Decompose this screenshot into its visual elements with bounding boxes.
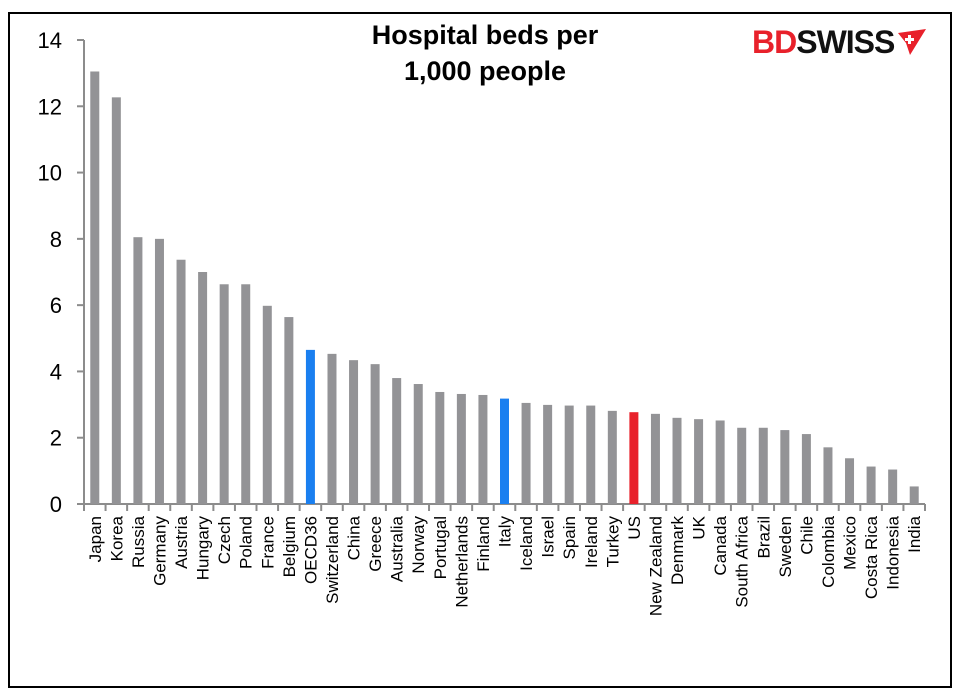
x-tick-label: India — [905, 515, 924, 552]
bar-china — [349, 360, 359, 504]
logo-text-bd: BD — [752, 23, 797, 60]
bar-hungary — [198, 272, 208, 504]
bar-japan — [90, 71, 100, 504]
x-tick-label: Colombia — [819, 515, 838, 587]
bar-russia — [133, 237, 143, 504]
bar-belgium — [284, 317, 294, 504]
x-tick-labels: Japan Korea Russia Germany Austria Hungary Cze… — [86, 515, 924, 616]
x-tick-label: Spain — [560, 516, 579, 559]
bars — [90, 71, 919, 504]
x-tick-label: Switzerland — [323, 516, 342, 604]
bar-uk — [694, 419, 704, 504]
chart-title-line-2: 1,000 people — [403, 56, 567, 86]
chart-title-line-1: Hospital beds per — [371, 20, 599, 50]
x-tick-label: Czech — [215, 516, 234, 564]
bar-greece — [370, 364, 380, 504]
bar-france — [262, 305, 272, 504]
x-tick-label: Chile — [797, 516, 816, 555]
x-tick-label: OECD36 — [301, 516, 320, 584]
bar-oecd36 — [305, 349, 315, 504]
x-tick-label: Mexico — [841, 516, 860, 570]
bar-portugal — [435, 391, 445, 504]
bar-colombia — [823, 447, 833, 504]
bar-iceland — [521, 402, 531, 504]
x-tick-label: Portugal — [431, 516, 450, 579]
y-tick-label: 6 — [50, 293, 62, 318]
bar-poland — [241, 284, 251, 504]
bar-netherlands — [456, 393, 466, 504]
bar-korea — [111, 97, 121, 504]
y-tick-label: 8 — [50, 227, 62, 252]
y-tick-label: 14 — [38, 28, 62, 53]
x-tick-label: Greece — [366, 516, 385, 572]
bar-chile — [801, 434, 811, 504]
x-tick-label: Ireland — [582, 516, 601, 568]
bar-costa-rica — [866, 466, 876, 504]
bar-spain — [564, 405, 574, 504]
bar-finland — [478, 394, 488, 504]
bar-sweden — [780, 430, 790, 504]
x-tick-label: Germany — [150, 516, 169, 586]
x-tick-label: Hungary — [194, 516, 213, 581]
x-tick-label: France — [258, 516, 277, 569]
x-tick-label: Norway — [409, 516, 428, 574]
bar-brazil — [758, 427, 768, 504]
bar-australia — [392, 378, 402, 504]
bar-turkey — [607, 410, 617, 504]
y-tick-label: 4 — [50, 359, 62, 384]
x-tick-label: Belgium — [280, 516, 299, 577]
x-tick-label: Australia — [388, 515, 407, 582]
bar-norway — [413, 384, 423, 504]
bar-israel — [543, 404, 553, 504]
bar-switzerland — [327, 353, 337, 504]
x-tick-label: China — [345, 515, 364, 560]
x-tick-label: Iceland — [517, 516, 536, 571]
x-tick-label: Korea — [107, 515, 126, 561]
x-tick-label: US — [625, 516, 644, 540]
bar-india — [909, 486, 919, 504]
x-tick-label: Netherlands — [452, 516, 471, 608]
x-tick-label: Austria — [172, 515, 191, 568]
swiss-cross-flag-icon — [898, 29, 927, 55]
bar-canada — [715, 420, 725, 504]
x-tick-label: Brazil — [754, 516, 773, 559]
bar-new-zealand — [650, 413, 660, 504]
x-tick-label: UK — [690, 515, 709, 539]
y-tick-label: 12 — [38, 94, 62, 119]
bar-mexico — [845, 458, 855, 504]
x-tick-label: Italy — [496, 516, 515, 548]
x-tick-label: Japan — [86, 516, 105, 562]
x-tick-label: New Zealand — [646, 516, 665, 616]
x-tick-label: Turkey — [603, 516, 622, 568]
y-tick-label: 0 — [50, 492, 62, 517]
x-tick-label: Indonesia — [884, 515, 903, 589]
y-tick-labels: 0 2 4 6 8 10 12 14 — [38, 28, 62, 517]
x-tick-label: South Africa — [733, 515, 752, 607]
x-tick-label: Sweden — [776, 516, 795, 577]
x-tick-label: Russia — [129, 515, 148, 568]
bar-austria — [176, 259, 186, 504]
bdswiss-logo: BD SWISS — [752, 22, 927, 62]
bar-south-africa — [737, 427, 747, 504]
x-tick-label: Denmark — [668, 516, 687, 585]
bar-czech — [219, 284, 229, 504]
bar-ireland — [586, 405, 596, 504]
x-tick-label: Costa Rica — [862, 515, 881, 599]
chart-frame — [8, 12, 952, 688]
x-tick-label: Poland — [237, 516, 256, 569]
x-tick-label: Finland — [474, 516, 493, 572]
x-tick-label: Canada — [711, 515, 730, 575]
y-tick-label: 10 — [38, 161, 62, 186]
bar-us — [629, 412, 639, 504]
x-tick-label: Israel — [539, 516, 558, 558]
bar-germany — [154, 238, 164, 504]
bar-denmark — [672, 417, 682, 504]
bar-italy — [500, 398, 509, 504]
bar-indonesia — [888, 469, 898, 504]
y-tick-label: 2 — [50, 426, 62, 451]
logo-text-swiss: SWISS — [796, 23, 895, 60]
